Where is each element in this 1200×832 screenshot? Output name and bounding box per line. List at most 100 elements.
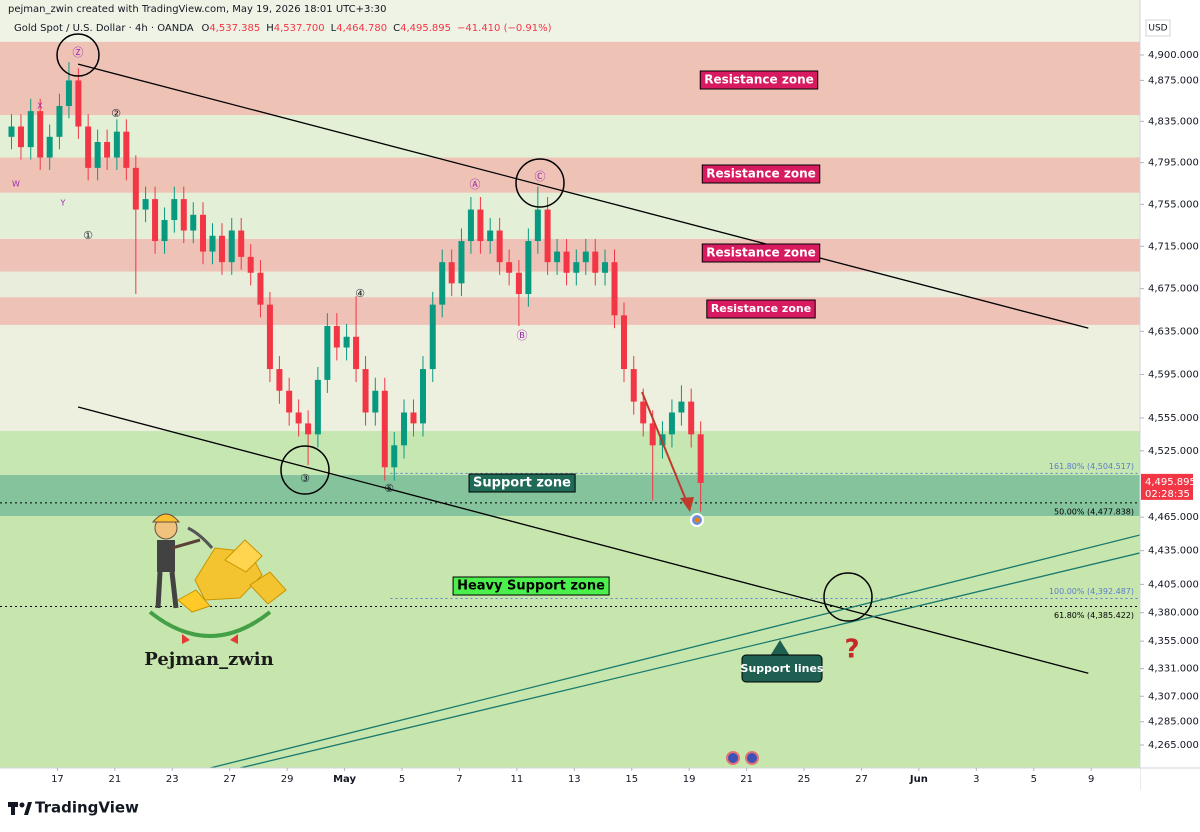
candle-body: [544, 209, 551, 263]
x-tick-label: 25: [798, 774, 811, 785]
x-tick-label: 21: [108, 774, 121, 785]
candle-body: [37, 111, 44, 158]
candle-body: [372, 390, 379, 413]
wave-label: Ⓐ: [470, 178, 481, 191]
candle-body: [573, 262, 580, 273]
y-tick-label: 4,380.000: [1148, 608, 1199, 619]
y-tick-label: 4,355.000: [1148, 636, 1199, 647]
wave-label: X: [37, 102, 43, 111]
y-tick-label: 4,755.000: [1148, 199, 1199, 210]
candle-body: [324, 326, 331, 380]
zone: [0, 157, 1140, 193]
candle-body: [362, 369, 369, 413]
price-axis: [1140, 0, 1200, 790]
callout-pointer: [770, 640, 790, 656]
candle-body: [697, 434, 704, 483]
candle-body: [534, 209, 541, 242]
candle: [180, 186, 187, 244]
candle-body: [171, 199, 178, 221]
wave-label: Y: [60, 199, 66, 208]
candle-body: [286, 390, 293, 413]
y-tick-label: 4,675.000: [1148, 284, 1199, 295]
x-tick-label: 27: [855, 774, 868, 785]
candle-body: [94, 141, 101, 168]
candle: [620, 302, 627, 383]
candle-body: [467, 209, 474, 242]
candle: [458, 228, 465, 297]
candle: [132, 155, 139, 294]
candle: [362, 356, 369, 426]
arrow: [641, 391, 689, 506]
wave-circle: [280, 445, 330, 495]
candle-body: [142, 199, 149, 210]
candle-body: [410, 412, 417, 424]
logo-illustration: [148, 513, 287, 644]
candle: [602, 249, 609, 286]
candle-body: [228, 230, 235, 263]
change: −41.410 (−0.91%): [457, 23, 552, 34]
candle: [372, 377, 379, 426]
candle-body: [602, 262, 609, 273]
candle: [487, 217, 494, 254]
candle: [630, 356, 637, 415]
zone-label-box: [701, 164, 821, 184]
candle: [496, 217, 503, 275]
candle-body: [592, 251, 599, 273]
zone-label-box: [468, 473, 576, 493]
candle-body: [391, 445, 398, 468]
candle: [75, 68, 82, 139]
zone: [0, 41, 1140, 116]
candle-body: [8, 126, 15, 137]
candle-body: [276, 369, 283, 391]
candle: [123, 119, 130, 181]
candle-body: [132, 167, 139, 210]
zone: [0, 192, 1140, 239]
candle: [668, 399, 675, 448]
x-tick-label: 5: [399, 774, 405, 785]
candle-body: [678, 401, 685, 413]
candle-body: [611, 262, 618, 316]
candle-body: [333, 326, 340, 348]
y-tick-label: 4,900.000: [1148, 50, 1199, 61]
candle: [238, 217, 245, 270]
candle-body: [525, 241, 532, 294]
fib-label: 61.80% (4,385.422): [1054, 611, 1134, 620]
candle: [27, 98, 34, 160]
ohlc-key: O: [201, 23, 209, 34]
candle: [525, 228, 532, 307]
arrow-head: [680, 497, 694, 512]
y-tick-label: 4,285.000: [1148, 717, 1199, 728]
candle-body: [668, 412, 675, 435]
candle-body: [563, 251, 570, 273]
candle-body: [75, 80, 82, 127]
ohlc-value: 4,464.780: [336, 23, 387, 34]
candle-body: [152, 199, 159, 242]
candle-body: [419, 369, 426, 424]
wave-label: Ⓩ: [73, 46, 84, 59]
wave-label: ④: [355, 287, 365, 300]
y-tick-label: 4,835.000: [1148, 116, 1199, 127]
fib-label: 161.80% (4,504.517): [1049, 462, 1134, 471]
x-tick-label: 27: [223, 774, 236, 785]
event-flag: [745, 751, 759, 765]
candle-body: [161, 220, 168, 242]
wave-circle: [56, 33, 100, 77]
candle-body: [180, 199, 187, 231]
candle: [257, 260, 264, 318]
candle: [649, 410, 656, 501]
candle: [305, 410, 312, 466]
x-tick-label: Jun: [909, 774, 928, 785]
zone-labels: Resistance zone Resistance zone Resistance…: [12, 46, 1134, 620]
candle-body: [458, 241, 465, 284]
y-tick-label: 4,405.000: [1148, 579, 1199, 590]
countdown: 02:28:35: [1145, 489, 1190, 500]
zone-label: Heavy Support zone: [457, 579, 605, 594]
x-tick-label: 7: [456, 774, 462, 785]
axes: 4,265.000 4,285.000 4,307.000 4,331.000 4,35…: [51, 50, 1199, 785]
candle: [218, 223, 225, 275]
zone: [0, 115, 1140, 158]
candle-body: [381, 390, 388, 468]
credit: pejman_zwin created with TradingView.com…: [8, 4, 387, 15]
question-mark: ?: [844, 635, 859, 665]
